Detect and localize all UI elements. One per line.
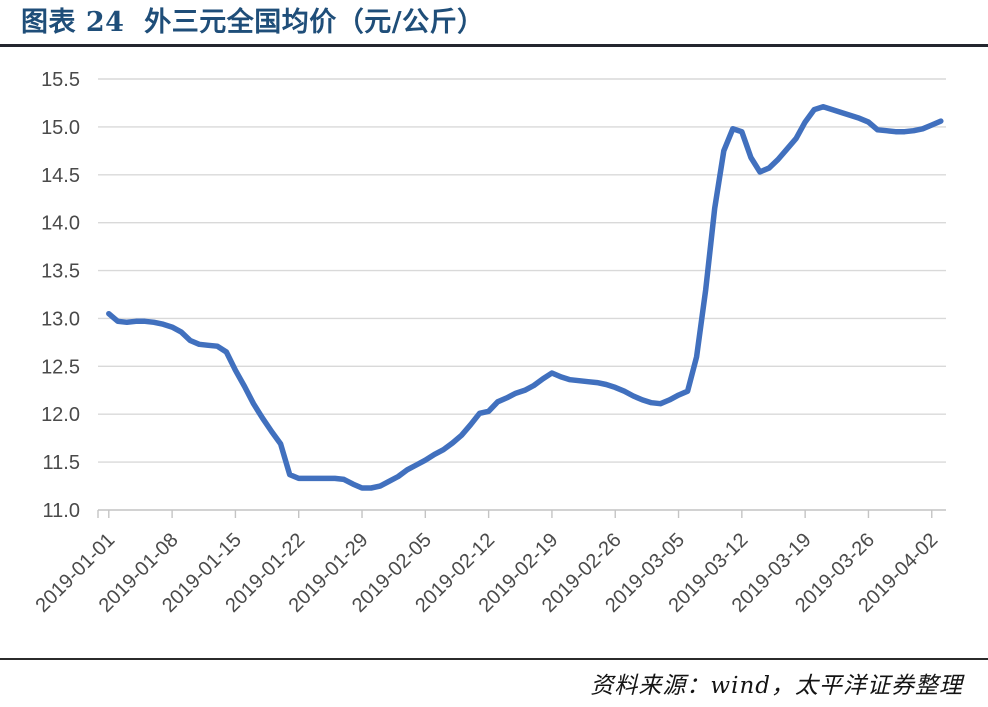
y-tick-label: 15.0 xyxy=(41,117,80,139)
y-tick-label: 14.0 xyxy=(41,213,80,235)
title-divider xyxy=(0,44,988,47)
y-tick-label: 15.5 xyxy=(41,69,80,91)
price-series-line xyxy=(106,104,944,491)
figure-title: 图表 24 外三元全国均价（元/公斤） xyxy=(21,7,485,38)
footer-divider xyxy=(0,658,988,660)
chart-canvas: 11.0 11.5 12.0 12.5 13.0 13.5 14.0 14.5 15.0 15.5… xyxy=(31,69,946,617)
source-note: 资料来源：wind，太平洋证券整理 xyxy=(590,673,963,699)
y-tick-label: 11.5 xyxy=(43,452,80,474)
y-tick-label: 14.5 xyxy=(41,165,80,187)
y-tick-label: 11.0 xyxy=(43,500,80,522)
y-tick-label: 13.0 xyxy=(41,308,80,330)
y-tick-label: 12.5 xyxy=(41,356,80,378)
y-tick-label: 13.5 xyxy=(41,261,80,283)
y-tick-label: 12.0 xyxy=(41,404,80,426)
